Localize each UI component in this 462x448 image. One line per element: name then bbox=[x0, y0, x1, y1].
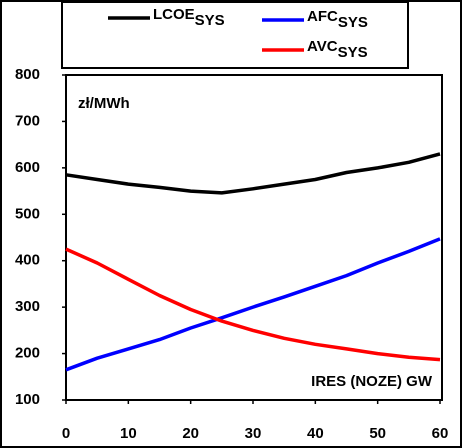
x-tick-label: 10 bbox=[120, 425, 137, 442]
y-tick-label: 400 bbox=[15, 252, 40, 269]
y-tick-label: 700 bbox=[15, 112, 40, 129]
legend-subscript: SYS bbox=[195, 12, 225, 29]
x-tick-label: 40 bbox=[307, 425, 324, 442]
legend-box bbox=[61, 1, 409, 69]
plot-frame bbox=[65, 74, 443, 401]
y-tick-label: 500 bbox=[15, 205, 40, 222]
x-tick-label: 30 bbox=[245, 425, 262, 442]
x-tick-label: 50 bbox=[369, 425, 386, 442]
y-tick-label: 300 bbox=[15, 298, 40, 315]
series-line bbox=[65, 152, 441, 195]
x-tick-label: 60 bbox=[432, 425, 449, 442]
x-tick-label: 20 bbox=[182, 425, 199, 442]
legend-subscript: SYS bbox=[338, 44, 368, 61]
legend-subscript: SYS bbox=[338, 14, 368, 31]
y-tick-label: 100 bbox=[15, 391, 40, 408]
unit-label: zł/MWh bbox=[78, 95, 130, 112]
legend-label: LCOESYS bbox=[153, 6, 225, 29]
legend-label: AFCSYS bbox=[307, 8, 368, 31]
series-line bbox=[65, 237, 441, 372]
x-tick-label: 0 bbox=[62, 425, 70, 442]
legend-name: AVC bbox=[307, 38, 338, 55]
series-line bbox=[65, 247, 441, 362]
legend-label: AVCSYS bbox=[307, 38, 368, 61]
y-tick-label: 200 bbox=[15, 345, 40, 362]
legend-name: AFC bbox=[307, 8, 338, 25]
legend-name: LCOE bbox=[153, 6, 195, 23]
y-tick-label: 800 bbox=[15, 66, 40, 83]
x-axis-label: IRES (NOZE) GW bbox=[311, 373, 433, 390]
y-tick-label: 600 bbox=[15, 159, 40, 176]
